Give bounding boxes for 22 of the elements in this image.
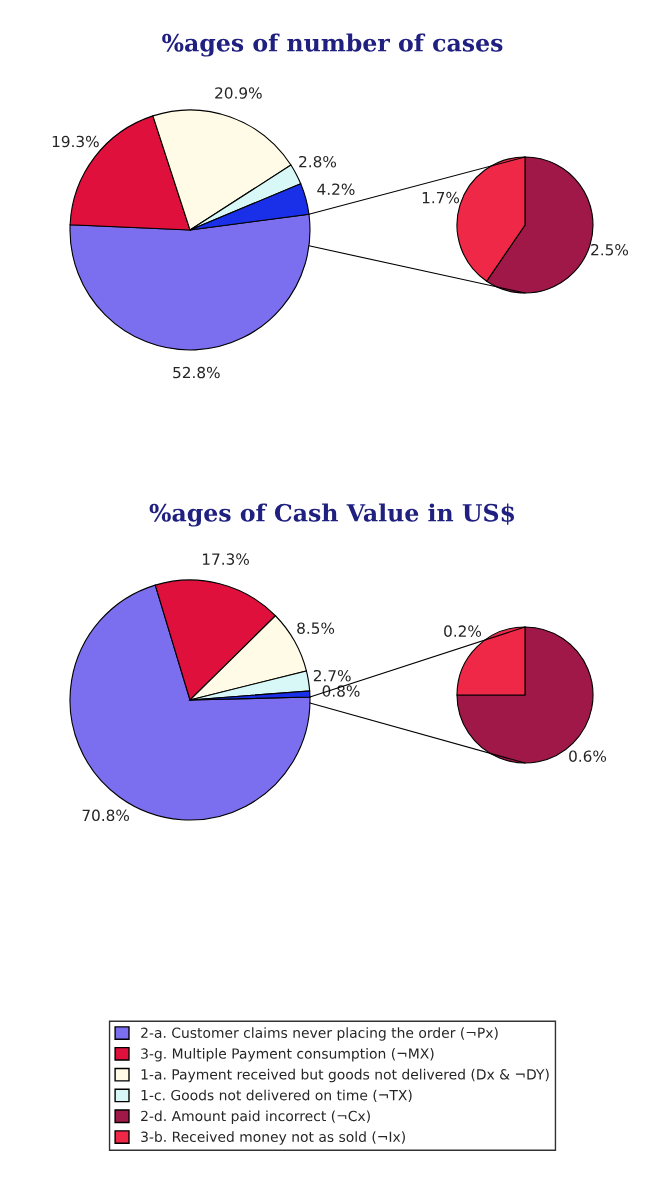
data-label: 20.9% <box>215 87 262 99</box>
data-label: 17.3% <box>202 553 249 565</box>
chart-title: %ages of number of cases <box>162 33 503 57</box>
chart-title: %ages of Cash Value in US$ <box>149 503 515 527</box>
legend-label: 1-a. Payment received but goods not delivered (Dx & ¬DY) <box>141 1068 549 1083</box>
legend-label: 3-g. Multiple Payment consumption (¬MX) <box>141 1048 434 1062</box>
legend-label: 1-c. Goods not delivered on time (¬TX) <box>141 1089 412 1103</box>
data-label: 2.7% <box>313 669 351 682</box>
data-label: 2.5% <box>591 243 629 256</box>
data-label: 19.3% <box>52 135 99 148</box>
legend-label: 3-b. Received money not as sold (¬Ix) <box>141 1131 405 1145</box>
legend-label: 2-d. Amount paid incorrect (¬Cx) <box>141 1110 370 1124</box>
data-label: 70.8% <box>82 809 130 822</box>
data-label: 2.8% <box>299 155 337 168</box>
legend-label: 2-a. Customer claims never placing the order (¬Px) <box>141 1027 498 1041</box>
data-label: 52.8% <box>173 366 220 379</box>
data-label: 4.2% <box>317 183 355 195</box>
data-label: 0.8% <box>322 685 360 697</box>
data-label: 0.6% <box>569 750 607 762</box>
data-label: 8.5% <box>297 622 335 634</box>
data-label: 1.7% <box>422 191 460 204</box>
data-label: 0.2% <box>444 625 482 637</box>
